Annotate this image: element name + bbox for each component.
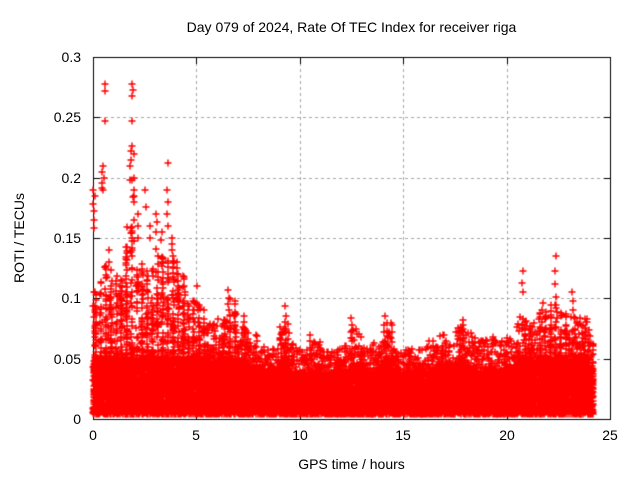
x-axis-label: GPS time / hours — [298, 456, 405, 472]
chart-title: Day 079 of 2024, Rate Of TEC Index for r… — [186, 19, 517, 35]
y-tick-label: 0.25 — [53, 109, 81, 125]
x-tick-label: 5 — [192, 427, 200, 443]
x-tick-label: 0 — [89, 427, 97, 443]
y-tick-label: 0.05 — [53, 351, 81, 367]
x-tick-label: 25 — [602, 427, 618, 443]
y-tick-label: 0.2 — [61, 170, 81, 186]
y-tick-label: 0 — [73, 411, 81, 427]
y-tick-label: 0.3 — [61, 49, 81, 65]
x-tick-label: 20 — [499, 427, 515, 443]
x-tick-label: 10 — [292, 427, 308, 443]
y-tick-label: 0.15 — [53, 230, 81, 246]
y-tick-label: 0.1 — [61, 290, 81, 306]
x-tick-label: 15 — [395, 427, 411, 443]
